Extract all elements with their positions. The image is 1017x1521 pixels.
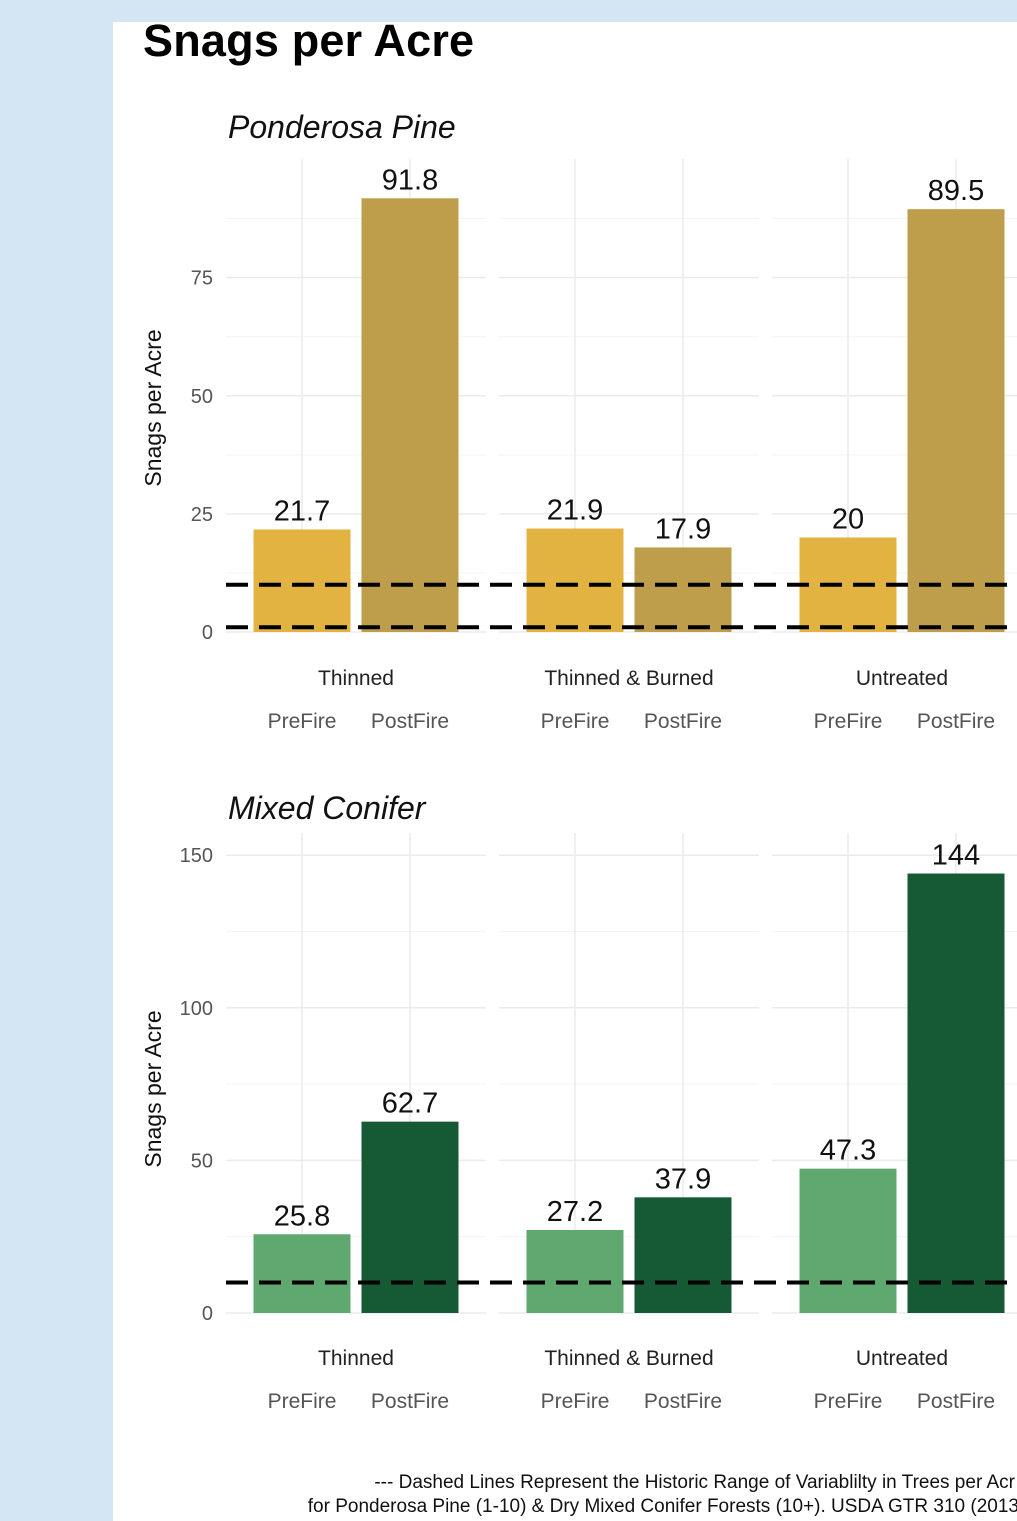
y-tick-label: 0 [202,622,213,644]
y-tick-label: 75 [191,268,213,290]
y-tick-label: 50 [191,386,213,408]
y-tick-label: 100 [180,998,213,1020]
facet-group-label: Thinned [318,1347,394,1370]
x-tick-label: PreFire [541,1390,610,1413]
bar-untreated-postfire [907,209,1005,633]
caption-line-1: --- Dashed Lines Represent the Historic … [374,1472,1015,1493]
facet-title: Ponderosa Pine [228,109,456,145]
bar-untreated-prefire [799,537,897,632]
data-label: 91.8 [382,164,438,196]
data-label: 17.9 [655,513,711,545]
x-tick-label: PostFire [644,710,722,733]
y-tick-label: 150 [180,845,213,867]
x-tick-label: PostFire [917,1390,995,1413]
x-tick-label: PreFire [814,1390,883,1413]
bar-thinned-prefire [253,529,351,632]
y-tick-label: 0 [202,1303,213,1325]
bar-thinned-burned-prefire [526,1229,624,1313]
data-label: 20 [832,504,864,536]
bar-thinned-burned-postfire [634,547,732,632]
data-label: 62.7 [382,1088,438,1120]
x-tick-label: PostFire [917,710,995,733]
data-label: 37.9 [655,1163,711,1195]
data-label: 25.8 [274,1200,330,1232]
x-tick-label: PostFire [371,710,449,733]
facet-title: Mixed Conifer [228,790,427,826]
data-label: 27.2 [547,1196,603,1228]
data-label: 47.3 [820,1135,876,1167]
page-title: Snags per Acre [143,15,475,66]
bar-untreated-postfire [907,873,1005,1313]
caption-line-2: for Ponderosa Pine (1-10) & Dry Mixed Co… [307,1496,1017,1517]
x-tick-label: PostFire [371,1390,449,1413]
y-axis-title: Snags per Acre [140,1010,166,1167]
x-tick-label: PreFire [541,710,610,733]
x-tick-label: PostFire [644,1390,722,1413]
bar-thinned-burned-prefire [526,528,624,632]
bar-untreated-prefire [799,1168,897,1313]
y-axis-title: Snags per Acre [140,329,166,486]
facet-group-label: Thinned [318,667,394,690]
bar-thinned-burned-postfire [634,1197,732,1313]
facet-group-label: Untreated [856,667,948,690]
x-tick-label: PreFire [814,710,883,733]
bar-thinned-prefire [253,1234,351,1313]
facet-group-label: Thinned & Burned [544,1347,713,1370]
facet-group-label: Thinned & Burned [544,667,713,690]
data-label: 21.9 [547,495,603,527]
data-label: 89.5 [928,175,984,207]
facet-group-label: Untreated [856,1347,948,1370]
data-label: 144 [932,840,980,872]
y-tick-label: 25 [191,504,213,526]
data-label: 21.7 [274,495,330,527]
bar-thinned-postfire [361,198,459,632]
x-tick-label: PreFire [268,710,337,733]
y-tick-label: 50 [191,1150,213,1172]
x-tick-label: PreFire [268,1390,337,1413]
